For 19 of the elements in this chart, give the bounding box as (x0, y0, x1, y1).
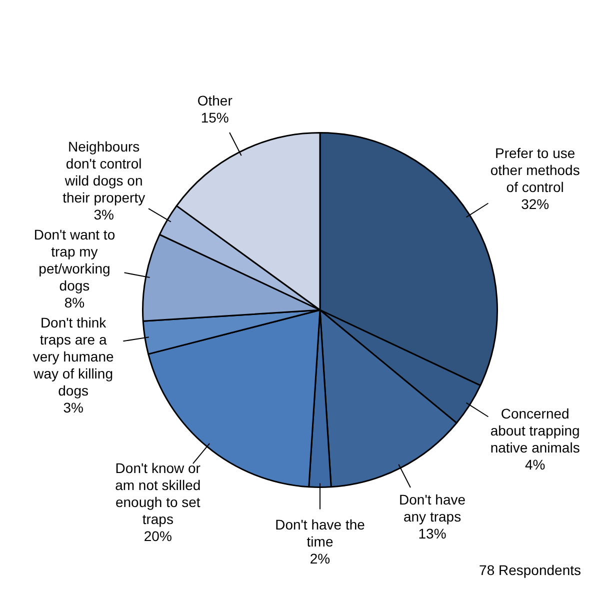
data-label: 2% (310, 550, 330, 567)
text: 78 Respondents (479, 562, 581, 578)
data-label: 32% (521, 196, 550, 212)
slice-label: Don't want to trap my pet/working dogs (34, 226, 116, 294)
slice-label: Concerned about trapping native animals (490, 406, 580, 456)
data-label: 3% (63, 400, 84, 416)
data-label: 20% (144, 528, 172, 544)
data-label: 13% (418, 525, 446, 542)
data-label: 15% (200, 109, 229, 126)
slice-label: Don't have any traps (399, 491, 466, 524)
slice-label: Neighbours don't control wild dogs on their property (62, 138, 146, 206)
slice-label: Don't think traps are a very humane way of killing dogs (32, 314, 114, 399)
data-label: 4% (524, 456, 546, 473)
data-label: 3% (94, 206, 114, 223)
slice-label: Prefer to use other methods of control (490, 145, 580, 196)
slice-label: Other (197, 92, 233, 108)
slice-label: Don't have the time (275, 516, 366, 550)
slice-label: Don't know or am not skilled enough to set traps (115, 460, 201, 527)
data-label: 8% (64, 294, 85, 311)
